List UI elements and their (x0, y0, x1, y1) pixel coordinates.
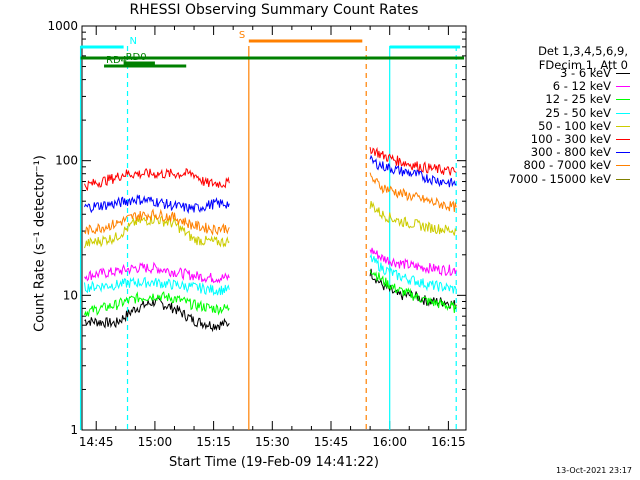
y-tick-label: 1000 (47, 19, 78, 33)
x-tick-label: 15:30 (255, 435, 290, 449)
legend-item: 800 - 7000 keV (523, 158, 630, 172)
flag-label: S (239, 30, 245, 41)
legend-header-line1: Det 1,3,4,5,6,9, (538, 44, 628, 58)
series-line (84, 193, 230, 215)
legend-header: Det 1,3,4,5,6,9, FDecim 1, Att 0 (538, 44, 628, 72)
y-tick-label: 10 (63, 288, 78, 302)
y-tick-label: 100 (55, 154, 78, 168)
x-tick-label: 16:00 (372, 435, 407, 449)
legend-item: 3 - 6 keV (560, 66, 630, 80)
legend-swatch (616, 125, 630, 127)
legend-label: 800 - 7000 keV (523, 158, 611, 173)
legend-header-line2: FDecim 1, Att 0 (538, 58, 628, 72)
legend-label: 50 - 100 keV (538, 118, 611, 133)
legend-item: 100 - 300 keV (531, 132, 630, 146)
legend-item: 25 - 50 keV (545, 106, 630, 120)
plot-frame (81, 25, 467, 431)
series-line (84, 261, 230, 284)
y-tick-label: 1 (70, 423, 78, 437)
x-tick-label: 14:45 (79, 435, 114, 449)
series-line (369, 247, 457, 277)
legend-item: 6 - 12 keV (553, 79, 630, 93)
legend-swatch (616, 165, 630, 167)
series-line (84, 291, 230, 317)
x-tick-label: 15:45 (314, 435, 349, 449)
legend-item: 7000 - 15000 keV (509, 172, 630, 186)
legend-swatch (616, 73, 630, 74)
flag-label: RD4 (106, 55, 127, 66)
legend-label: 100 - 300 keV (530, 132, 611, 146)
legend-label: 7000 - 15000 keV (508, 171, 611, 186)
series-line (369, 154, 457, 188)
x-tick-label: 15:00 (138, 435, 173, 449)
series-line (84, 208, 230, 236)
legend-item: 12 - 25 keV (545, 92, 630, 106)
legend-label: 25 - 50 keV (545, 105, 611, 120)
legend-swatch (616, 99, 630, 101)
legend-label: 300 - 800 keV (530, 145, 611, 160)
series-line (369, 253, 457, 294)
legend-label: 12 - 25 keV (545, 92, 611, 107)
chart-title: RHESSI Observing Summary Count Rates (129, 2, 419, 18)
series-line (369, 172, 457, 213)
x-tick-label: 16:15 (431, 435, 466, 449)
y-axis-label: Count Rate (s⁻¹ detector⁻¹) (32, 155, 48, 332)
legend-label: 3 - 6 keV (560, 66, 611, 80)
timestamp: 13-Oct-2021 23:17 (556, 466, 632, 475)
legend-swatch (616, 86, 630, 88)
x-tick-label: 15:15 (196, 435, 231, 449)
legend-label: 6 - 12 keV (552, 79, 611, 94)
legend-swatch (616, 178, 630, 180)
x-axis-label: Start Time (19-Feb-09 14:41:22) (169, 455, 379, 470)
series-line (84, 167, 230, 191)
series-line (84, 297, 230, 333)
legend-swatch (616, 112, 630, 114)
series-line (369, 269, 457, 313)
legend-item: 300 - 800 keV (531, 145, 630, 159)
legend-swatch (616, 152, 630, 154)
series-line (369, 201, 457, 236)
legend-swatch (616, 139, 630, 140)
flag-label: N (130, 36, 137, 47)
legend-item: 50 - 100 keV (538, 119, 630, 133)
series-line (84, 276, 230, 297)
series-line (369, 146, 457, 176)
